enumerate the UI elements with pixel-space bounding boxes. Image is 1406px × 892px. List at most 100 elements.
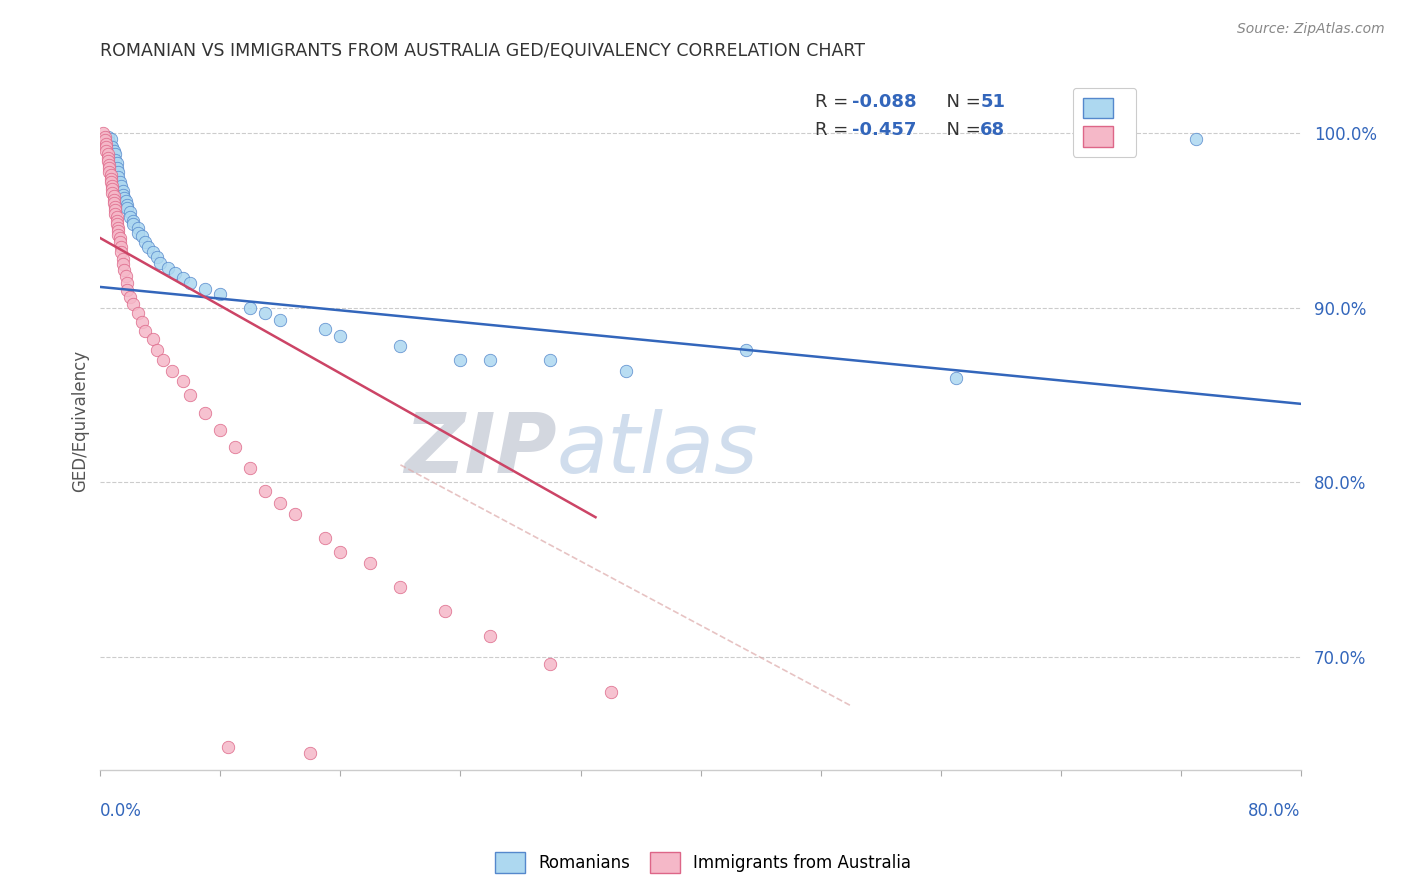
Point [98,158,121,172]
Point [101,182,124,196]
Point [194,282,217,296]
Point [127,306,149,320]
Point [103,144,125,158]
Text: ZIP: ZIP [404,409,557,490]
Point [117,284,139,298]
Text: 0.0%: 0.0% [100,802,142,820]
Point [122,297,145,311]
Point [120,290,142,304]
Point [104,207,127,221]
Text: 68: 68 [980,120,1005,138]
Point [110,178,132,193]
Point [96,136,118,151]
Text: R =: R = [814,93,853,111]
Point [614,364,637,378]
Point [359,556,381,570]
Point [434,604,457,618]
Point [142,332,165,346]
Point [389,339,412,353]
Point [96,140,118,154]
Legend: , : , [1073,87,1136,157]
Point [149,255,172,269]
Point [97,154,120,169]
Point [112,262,135,277]
Point [98,161,121,176]
Legend: Romanians, Immigrants from Australia: Romanians, Immigrants from Australia [488,846,918,880]
Point [179,277,201,291]
Point [599,684,621,698]
Y-axis label: GED/Equivalency: GED/Equivalency [72,351,89,492]
Point [314,531,336,545]
Point [108,175,131,189]
Point [104,147,127,161]
Point [112,191,135,205]
Point [111,184,134,198]
Text: 80.0%: 80.0% [1249,802,1301,820]
Point [115,269,138,284]
Point [111,252,134,266]
Point [540,657,562,671]
Point [146,250,169,264]
Point [104,203,127,218]
Point [93,127,115,141]
Point [103,193,125,207]
Point [284,507,307,521]
Point [97,151,120,165]
Point [179,388,201,402]
Point [1184,132,1206,146]
Point [117,202,139,216]
Point [127,220,149,235]
Point [110,240,132,254]
Point [479,629,502,643]
Point [314,322,336,336]
Point [103,196,125,211]
Point [100,169,122,183]
Point [134,324,156,338]
Point [165,266,187,280]
Point [389,580,412,594]
Text: atlas: atlas [557,409,758,490]
Point [122,217,145,231]
Point [104,200,127,214]
Point [107,220,129,235]
Point [162,364,184,378]
Text: ROMANIAN VS IMMIGRANTS FROM AUSTRALIA GED/EQUIVALENCY CORRELATION CHART: ROMANIAN VS IMMIGRANTS FROM AUSTRALIA GE… [100,42,865,60]
Point [107,165,129,179]
Point [108,235,131,249]
Point [111,187,134,202]
Point [269,313,291,327]
Point [104,153,127,167]
Point [117,277,139,291]
Point [138,240,160,254]
Point [105,156,128,170]
Point [105,213,128,227]
Point [103,189,125,203]
Point [134,235,156,249]
Point [100,171,122,186]
Point [209,423,232,437]
Point [107,227,129,242]
Point [329,328,352,343]
Point [108,231,131,245]
Text: -0.088: -0.088 [852,93,917,111]
Text: -0.457: -0.457 [852,120,917,138]
Text: 51: 51 [980,93,1005,111]
Point [105,161,128,176]
Point [945,370,967,384]
Point [107,170,129,185]
Point [131,315,153,329]
Point [120,210,142,224]
Point [172,271,194,285]
Point [540,353,562,368]
Point [94,130,117,145]
Point [152,353,174,368]
Point [105,217,128,231]
Point [131,229,153,244]
Point [100,138,122,153]
Point [120,205,142,219]
Point [127,226,149,240]
Point [269,496,291,510]
Point [254,306,277,320]
Text: Source: ZipAtlas.com: Source: ZipAtlas.com [1237,22,1385,37]
Point [239,301,262,315]
